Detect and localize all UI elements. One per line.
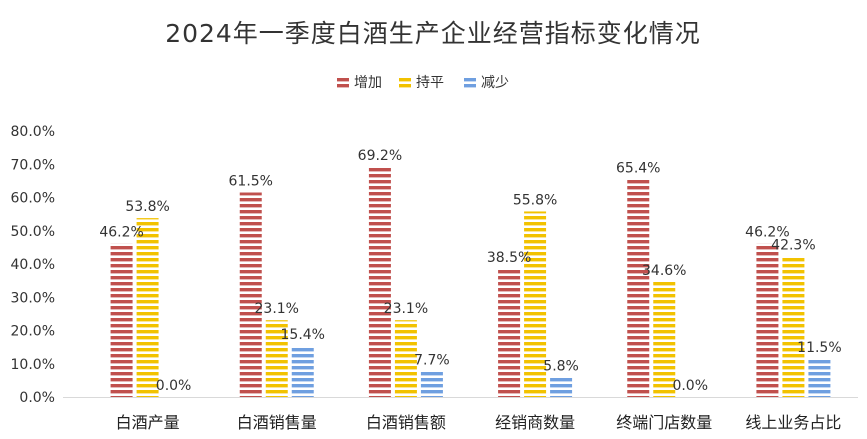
x-tick-label: 终端门店数量 [616, 413, 712, 432]
y-axis: 0.0% 10.0% 20.0% 30.0% 40.0% 50.0% 60.0% 70.0% 8… [11, 124, 55, 406]
y-tick-label: 50.0% [11, 224, 55, 240]
bar-增加 [627, 179, 650, 397]
data-label: 23.1% [255, 301, 299, 317]
bar-持平 [265, 320, 288, 397]
data-label: 42.3% [771, 237, 815, 253]
bar-持平 [524, 211, 547, 397]
bar-增加 [368, 166, 391, 397]
bar-增加 [239, 192, 262, 397]
data-label: 0.0% [672, 378, 708, 394]
data-label: 53.8% [125, 199, 169, 215]
data-label: 61.5% [229, 174, 273, 190]
x-tick-label: 线上业务占比 [745, 413, 841, 432]
bar-减少 [420, 371, 443, 397]
y-tick-label: 10.0% [11, 357, 55, 373]
legend-label: 持平 [416, 75, 444, 91]
bar-减少 [550, 377, 573, 397]
bar-持平 [653, 281, 676, 397]
x-tick-label: 白酒销售量 [237, 413, 317, 432]
data-label: 38.5% [487, 250, 531, 266]
data-labels: 46.2% 53.8% 0.0% 61.5% 23.1% 15.4% 69.2% 23.1% 7… [99, 148, 841, 394]
legend-item: 减少 [464, 75, 509, 91]
legend-swatch [337, 76, 349, 88]
bar-减少 [291, 345, 314, 397]
bar-增加 [110, 243, 133, 397]
data-label: 34.6% [642, 263, 686, 279]
x-tick-label: 经销商数量 [495, 413, 575, 432]
y-tick-label: 40.0% [11, 257, 55, 273]
data-label: 11.5% [797, 340, 841, 356]
x-tick-label: 白酒产量 [116, 413, 180, 432]
data-label: 65.4% [616, 161, 660, 177]
x-axis: 白酒产量 白酒销售量 白酒销售额 经销商数量 终端门店数量 线上业务占比 [63, 397, 858, 432]
legend-label: 增加 [354, 75, 382, 91]
legend-item: 增加 [337, 75, 382, 91]
y-tick-label: 80.0% [11, 124, 55, 140]
data-label: 23.1% [384, 301, 428, 317]
data-label: 7.7% [414, 352, 450, 368]
bar-持平 [782, 256, 805, 397]
legend-swatch [399, 76, 411, 88]
bar-持平 [394, 320, 417, 397]
y-tick-label: 20.0% [11, 324, 55, 340]
data-label: 15.4% [281, 327, 325, 343]
bar-持平 [136, 218, 159, 397]
data-label: 46.2% [745, 224, 789, 240]
data-label: 5.8% [543, 359, 579, 375]
bar-增加 [498, 268, 521, 397]
y-tick-label: 30.0% [11, 290, 55, 306]
data-label: 46.2% [99, 224, 143, 240]
data-label: 0.0% [156, 378, 192, 394]
bar-减少 [808, 358, 831, 397]
data-label: 69.2% [358, 148, 402, 164]
bars [110, 166, 831, 397]
legend-item: 持平 [399, 75, 444, 91]
data-label: 55.8% [513, 192, 557, 208]
y-tick-label: 70.0% [11, 157, 55, 173]
legend-swatch [464, 76, 476, 88]
y-tick-label: 0.0% [19, 390, 55, 406]
x-tick-label: 白酒销售额 [366, 413, 446, 432]
chart-title: 2024年一季度白酒生产企业经营指标变化情况 [165, 19, 701, 48]
bar-增加 [756, 243, 779, 397]
legend: 增加 持平 减少 [337, 75, 509, 91]
y-tick-label: 60.0% [11, 191, 55, 207]
legend-label: 减少 [481, 75, 509, 91]
